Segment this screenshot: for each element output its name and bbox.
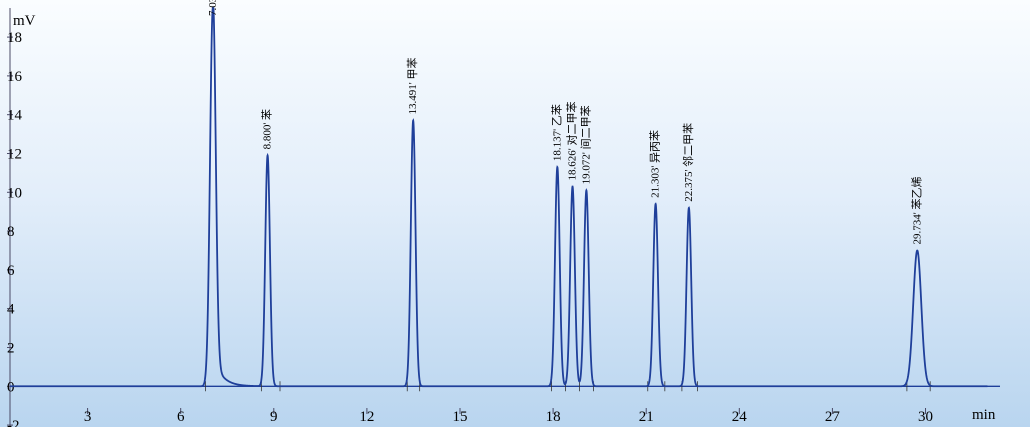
x-tick-label: 3	[84, 409, 92, 425]
x-tick-label: 15	[453, 409, 468, 425]
x-tick-label: 18	[546, 409, 561, 425]
x-tick-label: 30	[918, 409, 933, 425]
y-tick-label: 16	[7, 69, 23, 85]
peak-label: 7.036'	[207, 0, 219, 16]
peak-label: 21.303' 异丙苯	[648, 130, 662, 198]
x-tick-label: 21	[639, 409, 654, 425]
y-tick-label: 18	[7, 30, 22, 46]
x-tick-label: 6	[177, 409, 185, 425]
x-tick-label: 9	[270, 409, 278, 425]
y-tick-label: 14	[7, 108, 23, 124]
x-unit-label: min	[972, 407, 996, 423]
y-tick-label: 8	[7, 224, 15, 240]
y-tick-label: 12	[7, 146, 22, 162]
y-tick-label: 4	[7, 302, 15, 318]
x-tick-label: 27	[825, 409, 841, 425]
peak-label: 18.626' 对二甲苯	[565, 101, 579, 180]
peak-label: 22.375' 邻二甲苯	[681, 123, 695, 202]
x-tick-label: 24	[732, 409, 748, 425]
y-tick-label: 6	[7, 263, 15, 279]
peak-label: 8.800' 苯	[260, 109, 274, 149]
peak-label: 18.137' 乙苯	[549, 104, 563, 161]
y-tick-label: 10	[7, 185, 22, 201]
peak-label: 13.491' 甲苯	[405, 58, 419, 115]
y-unit-label: mV	[13, 13, 36, 29]
chromatogram-trace	[10, 7, 988, 388]
peak-label: 29.734' 苯乙烯	[909, 176, 923, 244]
peak-label: 19.072' 间二甲苯	[578, 105, 592, 184]
y-tick-label: -2	[7, 418, 20, 427]
y-tick-label: 2	[7, 340, 15, 356]
y-tick-label: 0	[7, 379, 15, 395]
x-tick-label: 12	[359, 409, 374, 425]
